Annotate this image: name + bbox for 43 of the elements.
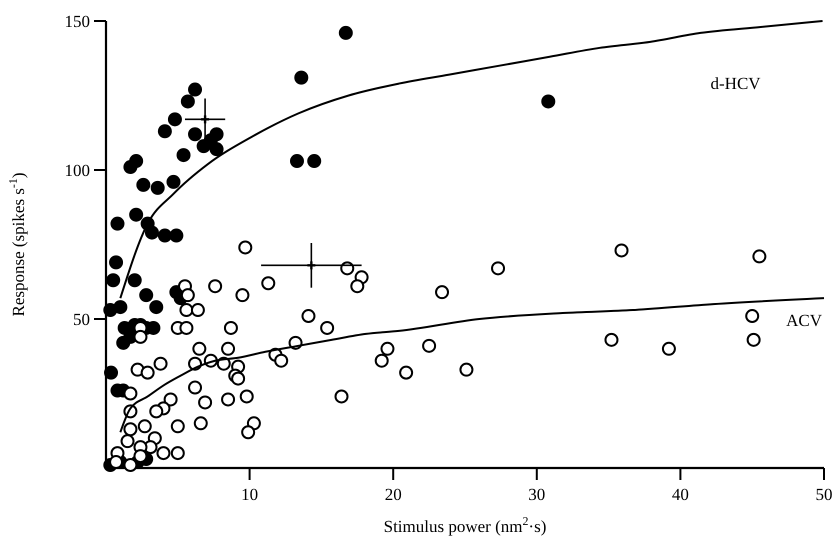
point [109,255,124,270]
x-tick-label: 20 [384,485,402,504]
text: d-HCV [710,74,762,93]
point [169,228,184,243]
point [128,273,142,288]
x-tick-label: 40 [672,485,689,504]
point [188,82,202,97]
x-axis-title: Stimulus power (nm$^{2}$·s) [384,514,546,536]
point [144,226,159,240]
y-tick-label: 150 [64,12,90,31]
point [139,288,154,302]
point [294,70,308,85]
point [103,303,118,318]
point [104,366,118,380]
y-tick-label: 50 [73,310,90,329]
point [150,180,165,195]
point [306,260,317,271]
point [110,216,124,231]
point [307,154,322,168]
point [149,300,164,314]
point [136,178,150,192]
point [541,94,556,108]
x-tick-label: 30 [528,485,546,504]
point [188,127,202,142]
point [176,148,191,162]
point [290,154,304,168]
point [200,114,210,125]
point [180,94,195,108]
line-series [119,297,825,434]
point [158,228,172,243]
point [158,124,172,138]
y-tick-label: 100 [64,161,90,180]
point [116,336,130,350]
x-tick-label: 50 [816,485,832,504]
point [123,160,138,174]
point [129,208,144,222]
point [166,174,180,189]
series-label: ACV [786,311,823,330]
x-tick-label: 10 [241,485,258,504]
point [106,273,120,288]
point [338,26,353,40]
point [210,142,224,156]
point [168,112,182,126]
